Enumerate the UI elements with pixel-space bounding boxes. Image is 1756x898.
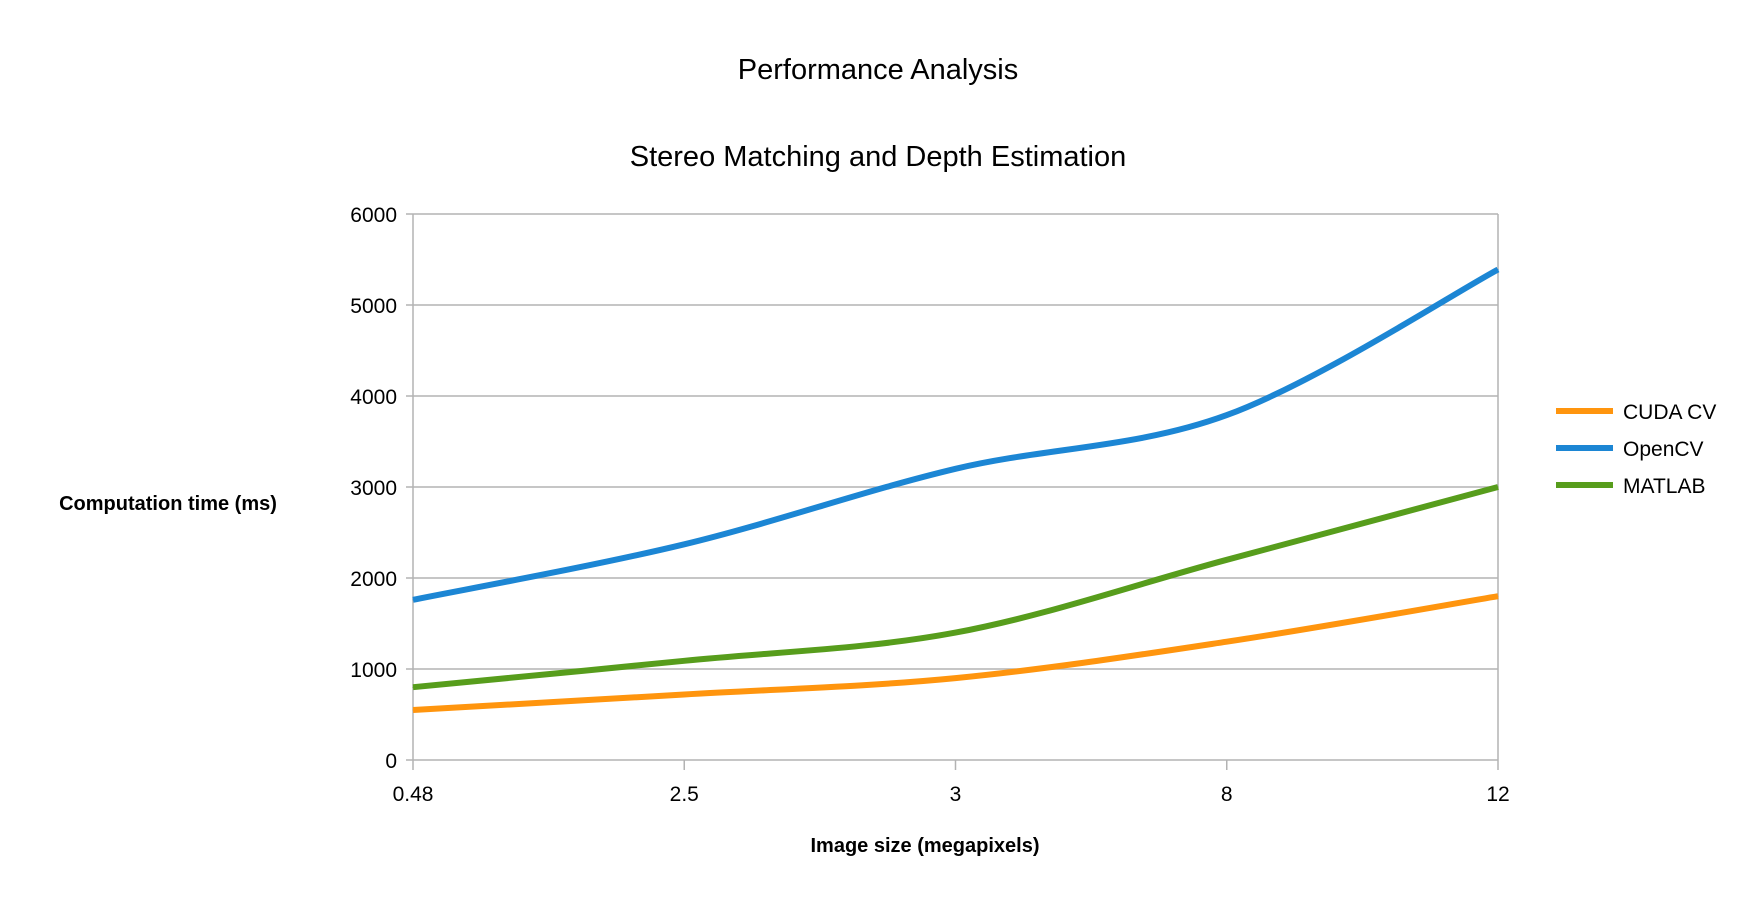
data-point-matlab: [412, 686, 414, 688]
data-point-cuda-cv: [1497, 595, 1499, 597]
legend-label-opencv: OpenCV: [1623, 438, 1704, 461]
data-point-matlab: [1497, 486, 1499, 488]
x-axis-ticks: 0.48 2.5 3 8 12: [393, 760, 1510, 806]
y-tick-label: 4000: [350, 386, 397, 409]
data-point-opencv: [955, 468, 956, 470]
data-point-cuda-cv: [955, 677, 956, 679]
data-point-opencv: [412, 599, 414, 601]
x-tick-label: 8: [1221, 783, 1233, 806]
y-axis-ticks: 0 1000 2000 3000 4000 5000 6000: [350, 204, 397, 773]
data-point-cuda-cv: [412, 709, 414, 711]
data-point-cuda-cv: [683, 693, 685, 695]
x-tick-label: 2.5: [670, 783, 699, 806]
x-tick-label: 3: [950, 783, 962, 806]
data-point-matlab: [955, 632, 956, 634]
series-lines: [412, 266, 1500, 713]
data-point-matlab: [1226, 559, 1228, 561]
x-axis-title: Image size (megapixels): [811, 835, 1040, 857]
y-tick-label: 5000: [350, 295, 397, 318]
data-point-opencv: [683, 543, 685, 545]
legend: CUDA CV OpenCV MATLAB: [1556, 401, 1716, 498]
data-point-opencv: [1497, 269, 1499, 271]
series-line-opencv: [412, 266, 1500, 603]
chart-subtitle: Stereo Matching and Depth Estimation: [630, 141, 1127, 173]
data-point-opencv: [1226, 414, 1228, 416]
y-tick-label: 3000: [350, 477, 397, 500]
legend-label-cuda-cv: CUDA CV: [1623, 401, 1716, 424]
x-tick-label: 12: [1486, 783, 1509, 806]
legend-label-matlab: MATLAB: [1623, 475, 1705, 498]
data-point-cuda-cv: [1226, 641, 1228, 643]
chart-title: Performance Analysis: [738, 54, 1018, 86]
series-line-cuda-cv: [412, 593, 1499, 713]
series-line-matlab: [412, 484, 1499, 691]
data-point-matlab: [683, 660, 685, 662]
y-tick-label: 2000: [350, 568, 397, 591]
y-tick-label: 6000: [350, 204, 397, 227]
y-tick-label: 0: [385, 750, 397, 773]
y-axis-title: Computation time (ms): [59, 493, 277, 515]
x-tick-label: 0.48: [393, 783, 434, 806]
y-tick-label: 1000: [350, 659, 397, 682]
